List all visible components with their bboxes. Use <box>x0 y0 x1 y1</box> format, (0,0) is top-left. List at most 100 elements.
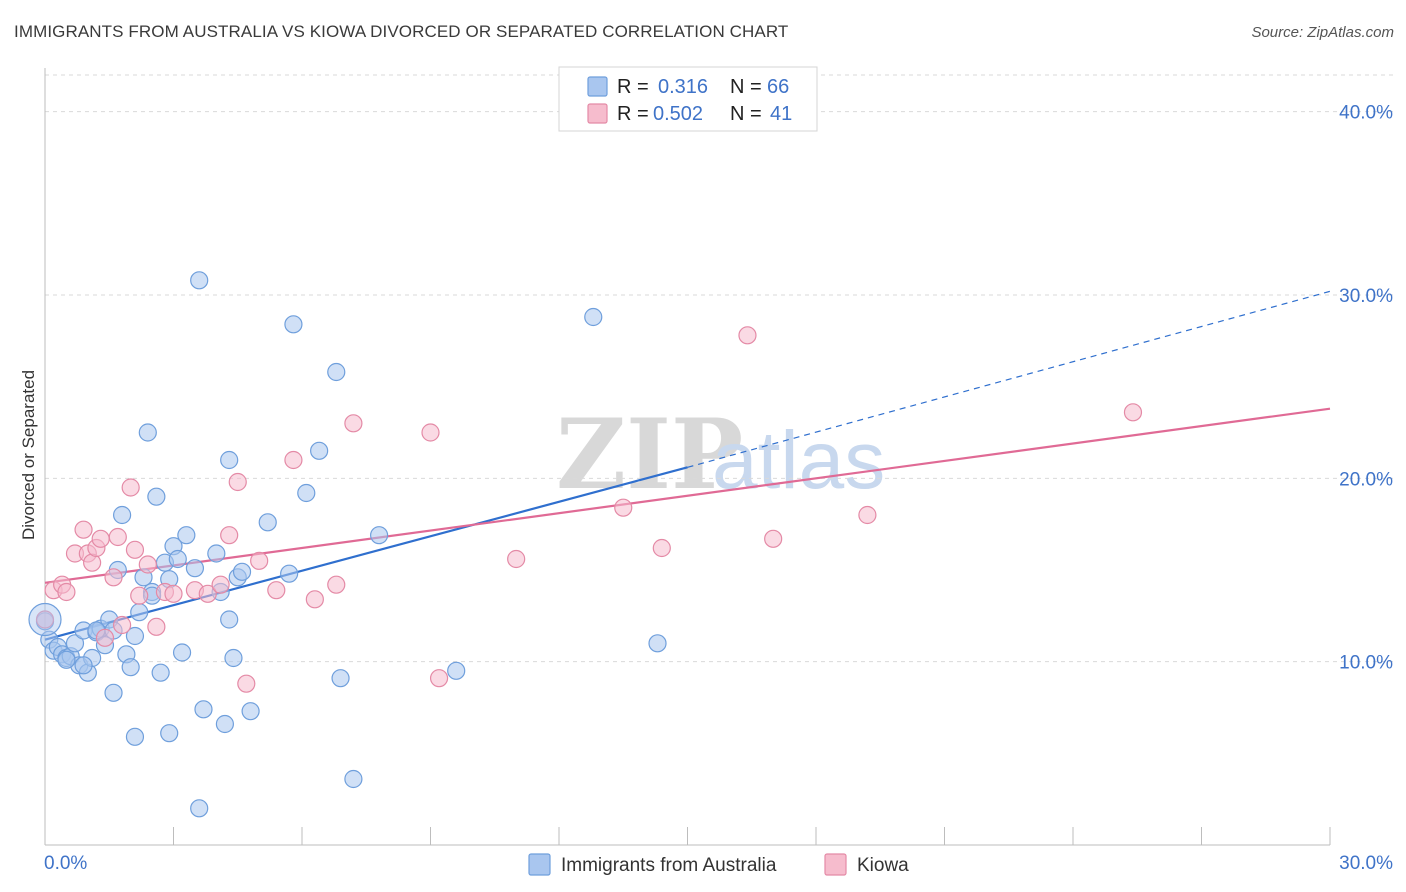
legend-n-label-blue: N = <box>730 76 762 98</box>
legend-r-value-blue: 0.316 <box>658 76 708 98</box>
y-tick-label: 20.0% <box>1339 469 1393 490</box>
blue-data-point <box>185 559 205 578</box>
pink-data-point <box>614 498 633 517</box>
x-tick-label: 30.0% <box>1339 853 1393 874</box>
pink-data-point <box>91 529 110 548</box>
bottom-legend-label-pink: Kiowa <box>857 855 909 876</box>
blue-data-point <box>168 549 187 569</box>
pink-data-point <box>267 581 286 600</box>
bottom-legend-swatch-pink <box>824 853 847 876</box>
pink-data-point <box>738 326 757 345</box>
legend-r-value-pink: 0.502 <box>653 103 703 125</box>
blue-trend-line <box>44 466 688 641</box>
pink-data-point <box>858 505 877 525</box>
blue-data-point <box>112 505 132 525</box>
chart-title: IMMIGRANTS FROM AUSTRALIA VS KIOWA DIVOR… <box>14 22 789 41</box>
blue-data-point <box>241 702 260 721</box>
blue-data-point <box>327 362 346 382</box>
pink-data-point <box>57 582 76 602</box>
blue-data-point <box>258 513 277 532</box>
pink-data-point <box>507 549 526 569</box>
blue-data-point <box>190 271 209 290</box>
pink-data-point <box>95 628 115 647</box>
blue-data-point <box>310 441 329 460</box>
blue-data-point <box>147 487 166 506</box>
watermark-atlas: atlas <box>712 415 885 506</box>
blue-data-point <box>172 643 192 662</box>
y-tick-label: 40.0% <box>1339 103 1393 124</box>
pink-data-point <box>138 555 157 574</box>
legend-r-label-pink: R = <box>617 103 649 125</box>
pink-data-point <box>112 615 132 635</box>
source-credit: Source: ZipAtlas.com <box>1251 24 1394 41</box>
pink-data-point <box>211 575 230 594</box>
blue-data-point <box>121 658 140 677</box>
legend-swatch-pink <box>587 103 608 124</box>
watermark: ZIP atlas <box>556 398 885 511</box>
blue-data-point <box>125 727 145 746</box>
blue-trend-extension <box>687 290 1331 468</box>
blue-data-point <box>207 544 226 563</box>
blue-data-point <box>194 700 213 719</box>
pink-data-point <box>164 584 183 603</box>
blue-data-point <box>190 799 209 818</box>
blue-data-point <box>220 450 239 470</box>
pink-data-point <box>1123 403 1143 422</box>
blue-data-point <box>177 526 196 545</box>
y-tick-label: 10.0% <box>1339 653 1393 674</box>
blue-data-point <box>297 483 316 503</box>
pink-data-point <box>250 551 269 570</box>
blue-data-point <box>648 634 667 653</box>
pink-data-point <box>108 527 127 547</box>
y-tick-label: 30.0% <box>1339 286 1393 307</box>
blue-data-point <box>130 603 149 622</box>
pink-data-point <box>121 478 140 497</box>
pink-data-point <box>74 520 93 539</box>
bottom-legend: Immigrants from Australia Kiowa <box>528 853 909 876</box>
legend-n-label-pink: N = <box>730 103 762 125</box>
axes <box>44 68 1331 846</box>
top-legend: R = 0.316 N = 66 R = 0.502 N = 41 <box>558 66 818 132</box>
pink-data-point <box>220 526 239 545</box>
blue-data-point <box>280 564 299 583</box>
pink-data-point <box>429 669 449 688</box>
blue-data-point <box>447 661 466 680</box>
blue-data-point <box>344 769 363 789</box>
blue-data-point <box>160 724 179 743</box>
x-tick-label: 0.0% <box>44 853 87 874</box>
pink-data-point <box>147 617 166 636</box>
pink-data-point <box>125 540 145 559</box>
pink-data-point <box>327 575 346 594</box>
pink-data-point <box>764 529 783 548</box>
blue-data-point <box>65 634 85 653</box>
blue-data-point <box>284 315 303 334</box>
blue-data-point <box>370 526 389 545</box>
tick-labels: 10.0% 20.0% 30.0% 40.0% 0.0% 30.0% <box>44 103 1393 874</box>
blue-data-point <box>74 656 93 675</box>
pink-data-point <box>284 450 303 470</box>
pink-data-point <box>104 568 123 587</box>
legend-swatch-blue <box>587 76 608 97</box>
blue-data-point <box>215 714 234 734</box>
blue-data-point <box>151 663 170 682</box>
pink-data-point <box>421 423 440 442</box>
blue-data-point <box>138 423 157 442</box>
blue-data-point <box>224 648 243 668</box>
blue-data-point <box>125 626 145 646</box>
bottom-legend-label-blue: Immigrants from Australia <box>561 855 777 876</box>
legend-n-value-pink: 41 <box>770 103 792 125</box>
pink-data-point <box>652 538 671 558</box>
blue-data-point <box>331 669 350 688</box>
pink-data-point <box>198 584 217 603</box>
y-axis-label: Divorced or Separated <box>19 370 38 540</box>
pink-data-point <box>228 472 247 492</box>
pink-data-point <box>237 674 256 693</box>
blue-data-point <box>104 683 123 702</box>
blue-data-point-large <box>28 602 62 637</box>
legend-r-label-blue: R = <box>617 76 649 98</box>
blue-data-point <box>584 307 603 327</box>
blue-data-point <box>57 650 76 669</box>
blue-data-point <box>220 610 239 629</box>
blue-data-point <box>232 562 252 581</box>
